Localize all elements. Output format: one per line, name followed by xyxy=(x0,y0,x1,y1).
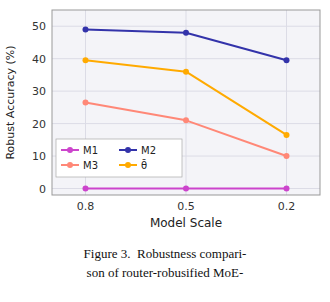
y-tick-label: 20 xyxy=(32,118,46,131)
x-tick-label: 0.8 xyxy=(77,200,95,213)
y-tick-label: 50 xyxy=(32,20,46,33)
x-axis-label: Model Scale xyxy=(150,216,222,230)
series-point xyxy=(183,117,189,123)
legend-swatch xyxy=(67,162,73,168)
legend-label: M2 xyxy=(141,145,156,156)
legend-label: θ̄ xyxy=(141,159,147,171)
legend-label: M3 xyxy=(83,160,98,171)
series-point xyxy=(83,186,89,192)
x-tick-label: 0.5 xyxy=(177,200,195,213)
legend-box xyxy=(56,139,182,177)
grid-line xyxy=(186,10,187,195)
series-point xyxy=(83,57,89,63)
y-axis-label: Robust Accuracy (%) xyxy=(4,45,17,159)
series-point xyxy=(183,30,189,36)
y-tick-label: 0 xyxy=(39,183,46,196)
series-line xyxy=(86,60,287,135)
plot-area xyxy=(52,10,320,195)
caption: son of router-robusified MoE- xyxy=(87,265,244,280)
y-tick-label: 10 xyxy=(32,150,46,163)
plot-frame xyxy=(52,10,320,195)
legend-swatch xyxy=(67,147,73,153)
legend-swatch xyxy=(125,162,131,168)
series-line xyxy=(86,29,287,60)
series-point xyxy=(284,153,290,159)
chart: 0 10 20 30 40 50 0.8 0.5 0.2 Model Scale Robust Ac… xyxy=(0,0,330,302)
legend: M1 M2 M3 θ̄ xyxy=(56,139,182,177)
y-tick-label: 40 xyxy=(32,53,46,66)
grid-line xyxy=(286,10,287,195)
series-point xyxy=(183,186,189,192)
legend-swatch xyxy=(125,147,131,153)
series-point xyxy=(83,100,89,106)
series-point xyxy=(284,132,290,138)
legend-label: M1 xyxy=(83,145,98,156)
caption: Figure 3. Robustness compari- xyxy=(84,246,247,261)
x-tick-label: 0.2 xyxy=(278,200,296,213)
series-point xyxy=(83,26,89,32)
series-point xyxy=(284,57,290,63)
series-point xyxy=(183,69,189,75)
y-tick-label: 30 xyxy=(32,85,46,98)
series-point xyxy=(284,186,290,192)
